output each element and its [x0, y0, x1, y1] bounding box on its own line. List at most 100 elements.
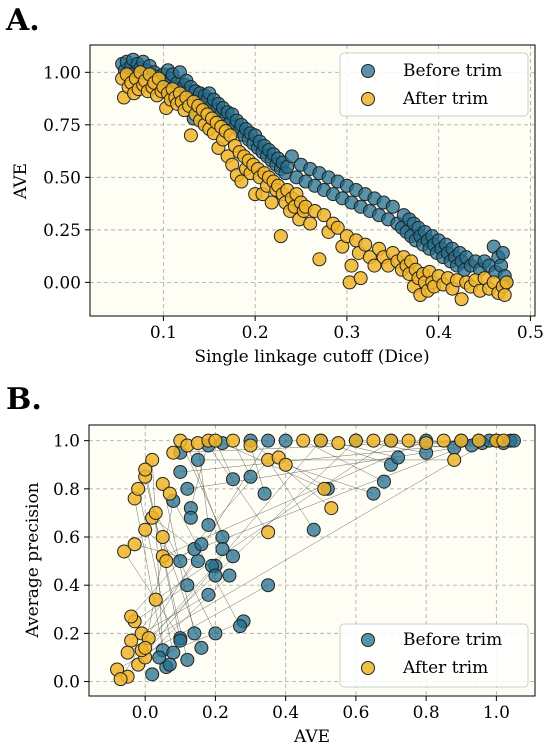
y-tick-label: 0.6	[53, 528, 80, 548]
point-before-trim	[194, 537, 209, 552]
pair-connector-line	[162, 440, 427, 557]
point-after-trim	[436, 433, 451, 448]
y-tick-label: 1.00	[43, 63, 81, 83]
panel-a-legend-label-after: After trim	[402, 89, 488, 109]
point-after-trim	[162, 486, 177, 501]
panel-b-points	[110, 433, 521, 687]
panel-a-legend-marker-after	[361, 92, 375, 106]
point-before-trim	[152, 650, 167, 665]
x-tick-label: 1.0	[483, 703, 510, 723]
point-after-trim	[273, 229, 288, 244]
x-tick-label: 0.5	[517, 323, 544, 343]
pair-connector-line	[145, 529, 181, 562]
y-tick-label: 0.75	[43, 116, 81, 136]
panel-a-ylabel: AVE	[11, 163, 31, 200]
point-after-trim	[454, 292, 469, 307]
point-before-trim	[180, 652, 195, 667]
panel-b-ticks: 0.0 0.2 0.4 0.6 0.8 1.0 0.0 0.2 0.4 0.6 0.8 1.0	[53, 432, 510, 723]
pair-connector-line	[137, 488, 174, 653]
pair-connector-line	[267, 459, 314, 530]
y-tick-label: 0.25	[43, 221, 81, 241]
point-after-trim	[317, 481, 332, 496]
pair-connector-line	[250, 440, 332, 509]
point-before-trim	[180, 578, 195, 593]
panel-b-legend-label-before: Before trim	[403, 630, 502, 650]
point-before-trim	[257, 486, 272, 501]
point-after-trim	[447, 452, 462, 467]
point-before-trim	[201, 587, 216, 602]
point-after-trim	[120, 645, 135, 660]
panel-a-legend-marker-before	[361, 64, 375, 78]
point-after-trim	[155, 530, 170, 545]
point-before-trim	[173, 633, 188, 648]
panel-b-frame	[88, 424, 536, 697]
point-after-trim	[303, 216, 318, 231]
point-before-trim	[215, 530, 230, 545]
point-before-trim	[145, 667, 160, 682]
point-after-trim	[234, 174, 249, 189]
point-before-trim	[173, 554, 188, 569]
point-after-trim	[358, 237, 373, 252]
pair-connector-line	[250, 445, 265, 494]
panel-a-letter: A.	[5, 3, 40, 38]
point-after-trim	[124, 609, 139, 624]
point-after-trim	[316, 208, 331, 223]
point-before-trim	[225, 472, 240, 487]
y-tick-label: 0.8	[53, 480, 80, 500]
point-after-trim	[138, 522, 153, 537]
x-tick-label: 0.8	[413, 703, 440, 723]
pair-connector-line	[303, 440, 385, 482]
y-tick-label: 0.50	[43, 168, 81, 188]
panel-b-legend-marker-after	[361, 661, 375, 675]
point-before-trim	[233, 619, 248, 634]
point-before-trim	[385, 199, 400, 214]
point-after-trim	[155, 477, 170, 492]
point-after-trim	[330, 220, 345, 235]
x-tick-label: 0.2	[242, 323, 269, 343]
panel-b-xlabel: AVE	[293, 727, 330, 747]
point-after-trim	[496, 433, 511, 448]
point-before-trim	[162, 657, 177, 672]
pair-connector-line	[127, 440, 490, 653]
point-after-trim	[344, 258, 359, 273]
point-before-trim	[173, 464, 188, 479]
panel-b-legend-label-after: After trim	[402, 658, 488, 678]
y-tick-label: 1.0	[53, 432, 80, 452]
point-after-trim	[331, 436, 346, 451]
point-after-trim	[312, 252, 327, 267]
point-before-trim	[201, 517, 216, 532]
x-tick-label: 0.4	[272, 703, 299, 723]
point-before-trim	[215, 542, 230, 557]
panel-b-ylabel: Average precision	[23, 482, 43, 638]
panel-b-legend: Before trim After trim	[339, 623, 529, 688]
point-before-trim	[190, 452, 205, 467]
point-before-trim	[306, 522, 321, 537]
point-after-trim	[138, 640, 153, 655]
point-after-trim	[183, 128, 198, 143]
x-tick-label: 0.1	[150, 323, 177, 343]
y-tick-label: 0.00	[43, 273, 81, 293]
point-after-trim	[243, 438, 258, 453]
pair-connector-line	[141, 440, 321, 651]
point-after-trim	[353, 271, 368, 286]
point-after-trim	[138, 462, 153, 477]
point-after-trim	[159, 554, 174, 569]
y-tick-label: 0.2	[53, 624, 80, 644]
point-before-trim	[222, 568, 237, 583]
panel-a-legend-label-before: Before trim	[403, 61, 502, 81]
point-before-trim	[190, 554, 205, 569]
point-after-trim	[384, 433, 399, 448]
pair-connector-line	[144, 500, 174, 648]
point-after-trim	[367, 258, 382, 273]
point-before-trim	[180, 481, 195, 496]
pair-connector-line	[285, 464, 374, 494]
panel-b-legend-box	[339, 623, 529, 688]
panel-b-legend-marker-before	[361, 633, 375, 647]
point-after-trim	[264, 195, 279, 210]
panel-a-ticks: 0.1 0.2 0.3 0.4 0.5 0.00 0.25 0.50 0.75 1.00	[43, 63, 544, 343]
point-before-trim	[261, 578, 276, 593]
point-after-trim	[225, 433, 240, 448]
point-after-trim	[471, 433, 486, 448]
panel-b-letter: B.	[6, 382, 42, 417]
